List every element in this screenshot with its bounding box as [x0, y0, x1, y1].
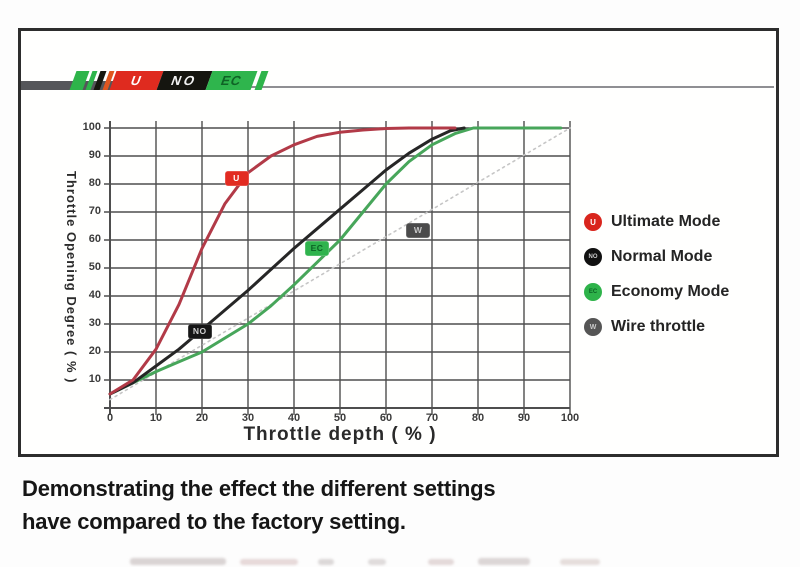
plot-svg [104, 121, 571, 415]
curve-badge: NO [187, 323, 212, 339]
x-tick-label: 30 [241, 412, 255, 424]
figure-frame: U NO EC Throttle Opening Degree ( % ) U NO E… [18, 28, 779, 457]
x-tick-labels: 0 10 20 30 40 50 60 70 80 90 100 [106, 412, 579, 426]
x-tick-label: 20 [195, 412, 209, 424]
series-curve [108, 126, 466, 396]
y-tick-labels: 100 90 80 70 60 50 40 30 20 10 [69, 121, 105, 408]
x-tick-label: 100 [560, 412, 580, 424]
caption-line-2: have compared to the factory setting. [22, 509, 406, 534]
y-tick-label: 10 [88, 373, 101, 385]
legend-label: Wire throttle [611, 318, 706, 335]
y-tick-label: 30 [88, 317, 101, 329]
y-tick-label: 60 [88, 233, 101, 245]
series-curve [109, 127, 571, 401]
x-tick-label: 10 [149, 412, 163, 424]
y-axis-title: Throttle Opening Degree ( % ) [64, 170, 79, 384]
legend-swatch-icon: NO [584, 248, 602, 266]
legend-label: Normal Mode [611, 248, 713, 265]
y-tick-label: 80 [88, 177, 101, 189]
y-tick-label: 50 [88, 261, 101, 273]
legend-label: Economy Mode [611, 283, 730, 300]
series-curve [108, 126, 457, 396]
caption-line-1: Demonstrating the effect the different s… [22, 476, 496, 501]
logo-segment: NO [156, 71, 213, 90]
x-axis-title: Throttle depth ( % ) [243, 424, 437, 445]
x-tick-label: 60 [379, 412, 393, 424]
logo-rule-line [229, 86, 774, 88]
brand-logo: U NO EC [69, 71, 269, 90]
series-curve [108, 126, 563, 396]
legend-swatch-icon: EC [584, 283, 602, 301]
x-tick-label: 50 [333, 412, 347, 424]
curve-badge: EC [305, 240, 329, 256]
curve-badge: U [224, 170, 249, 186]
plot-area: U NO EC W [104, 121, 571, 415]
logo-segment: EC [205, 71, 258, 90]
legend-swatch-icon: U [584, 213, 602, 231]
x-tick-label: 0 [106, 412, 114, 424]
cropped-content-remnant [0, 556, 800, 567]
y-tick-label: 40 [88, 289, 101, 301]
legend: U Ultimate Mode NO Normal Mode EC Economy Mod… [584, 213, 729, 353]
logo-segment: U [109, 71, 164, 90]
legend-item: EC Economy Mode [584, 283, 729, 301]
y-tick-label: 90 [88, 149, 101, 161]
x-tick-label: 40 [287, 412, 301, 424]
curve-badge: W [406, 222, 431, 238]
x-tick-label: 70 [425, 412, 439, 424]
y-tick-label: 70 [88, 205, 101, 217]
x-tick-label: 90 [517, 412, 531, 424]
legend-label: Ultimate Mode [611, 213, 721, 230]
x-tick-label: 80 [471, 412, 485, 424]
legend-swatch-icon: W [584, 318, 602, 336]
y-tick-label: 100 [82, 121, 101, 133]
legend-item: NO Normal Mode [584, 248, 729, 266]
y-tick-label: 20 [88, 345, 101, 357]
legend-item: W Wire throttle [584, 318, 729, 336]
legend-item: U Ultimate Mode [584, 213, 729, 231]
figure-caption: Demonstrating the effect the different s… [22, 472, 496, 538]
